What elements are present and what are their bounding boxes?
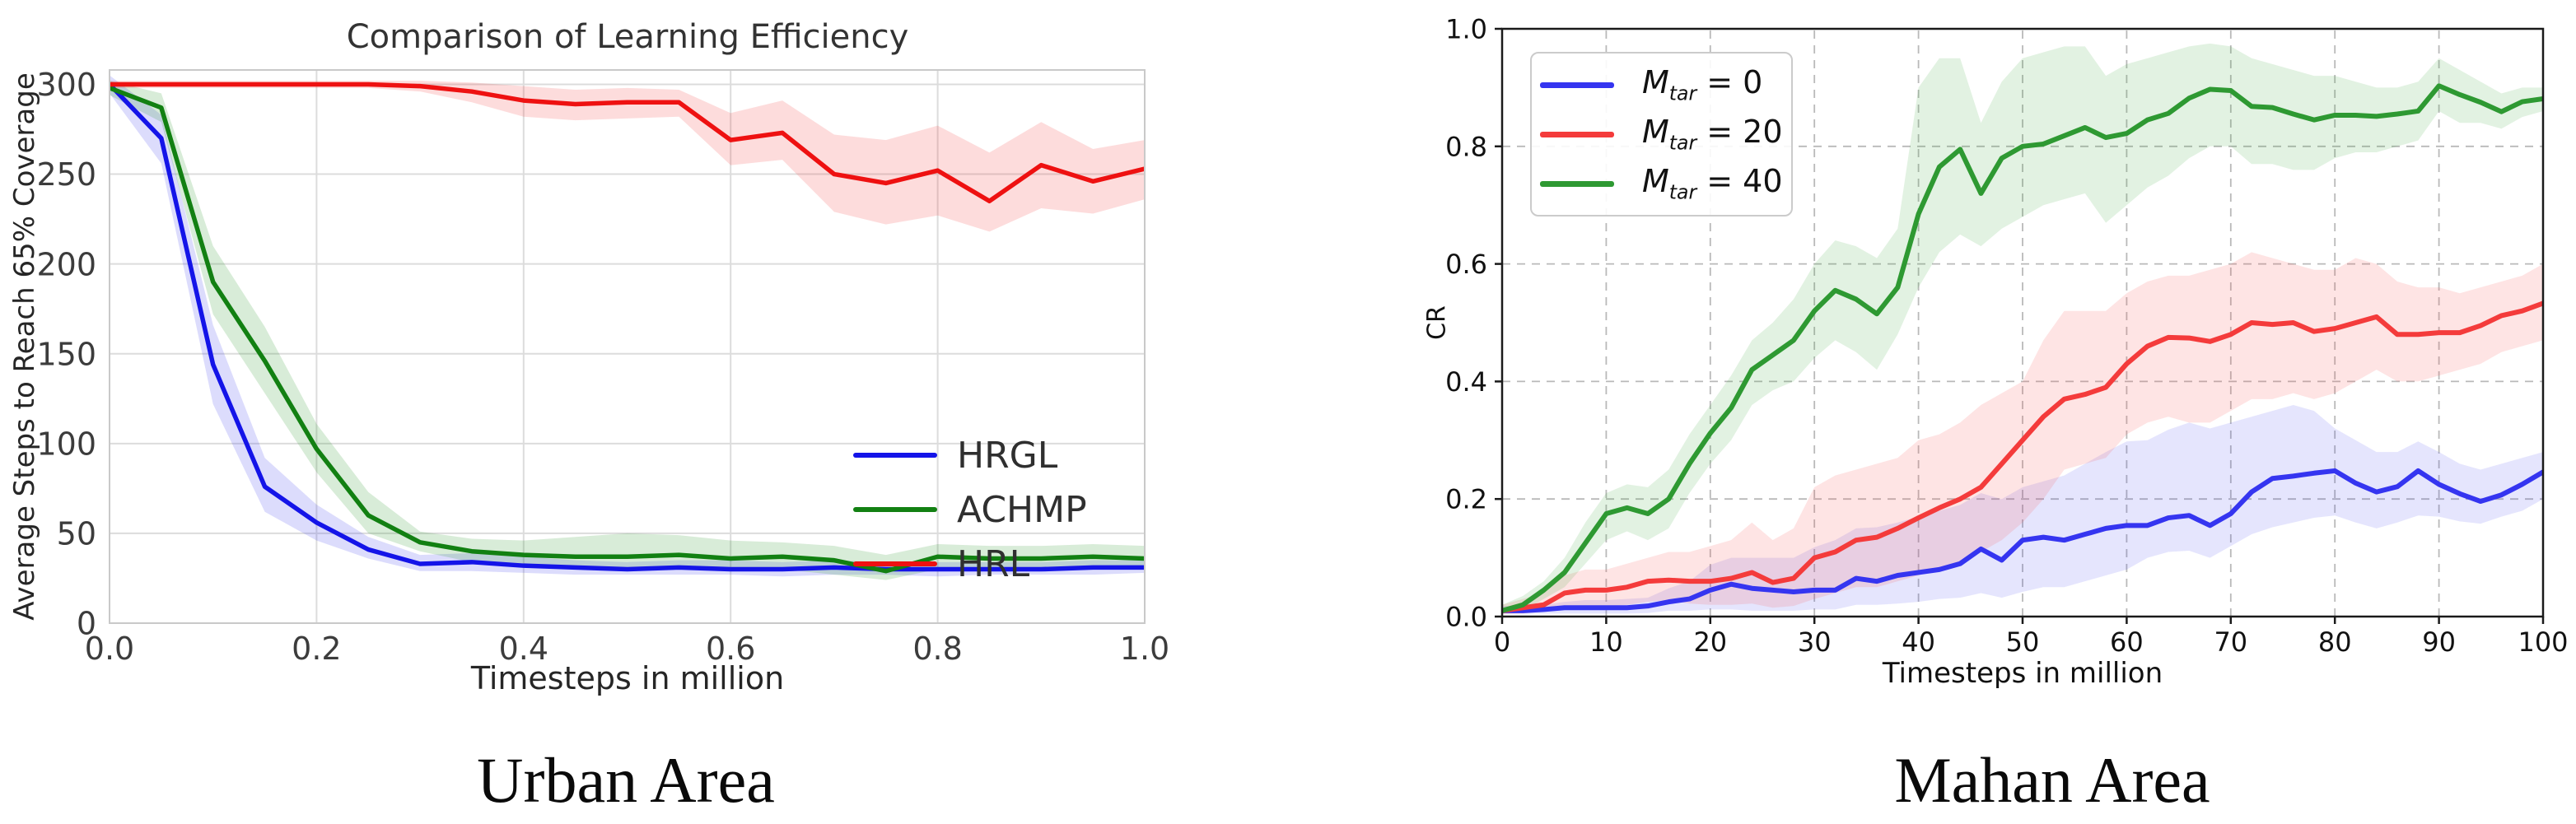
mahan-caption: Mahan Area: [1894, 744, 2210, 816]
x-tick-label: 10: [1589, 626, 1623, 658]
series-group: [1502, 43, 2543, 615]
x-tick-label: 0.0: [85, 631, 134, 667]
legend-label: Mtar = 40: [1642, 163, 1783, 204]
legend-item: Mtar = 0: [1540, 64, 1783, 105]
x-tick-label: 0.8: [912, 631, 962, 667]
legend-item: Mtar = 40: [1540, 163, 1783, 204]
legend-line-swatch: [853, 561, 937, 566]
line-hrgl: [110, 81, 1145, 572]
x-tick-label: 40: [1902, 626, 1935, 658]
legend-line-swatch: [1540, 180, 1614, 187]
y-tick-label: 0.2: [1445, 484, 1487, 515]
mahan-chart-plot: 0 10 20 30 40 50 60 70 80 90 100 0.0 0.2 0.4 0.6 0.8 1.0: [1445, 14, 2568, 658]
x-tick-label: 100: [2518, 626, 2568, 658]
mahan-legend: Mtar = 0 Mtar = 20 Mtar = 40: [1530, 52, 1793, 216]
y-tick-label: 50: [57, 516, 96, 552]
x-tick-label: 20: [1693, 626, 1727, 658]
x-tick-label: 60: [2110, 626, 2144, 658]
line-m-tar-20: [1502, 300, 2543, 613]
y-tick-label: 100: [36, 426, 96, 462]
y-tick-label: 0.4: [1445, 366, 1487, 398]
legend-item: ACHMP: [853, 482, 1087, 537]
y-tick-label: 1.0: [1445, 14, 1487, 45]
y-tick-label: 300: [36, 67, 96, 103]
legend-line-swatch: [853, 453, 937, 458]
legend-line-swatch: [1540, 81, 1614, 88]
x-tick-label: 0: [1494, 626, 1510, 658]
legend-line-swatch: [1540, 131, 1614, 137]
x-tick-label: 50: [2006, 626, 2040, 658]
x-tick-label: 0.6: [706, 631, 755, 667]
legend-label: HRGL: [957, 434, 1058, 477]
x-tick-label: 0.4: [499, 631, 548, 667]
urban-x-axis-label: Timesteps in million: [470, 660, 785, 696]
legend-label: Mtar = 0: [1642, 64, 1763, 105]
x-tick-label: 70: [2214, 626, 2247, 658]
legend-line-swatch: [853, 507, 937, 512]
axes-frame: [109, 69, 1146, 624]
x-tick-label: 30: [1798, 626, 1832, 658]
urban-chart-plot: 0.0 0.2 0.4 0.6 0.8 1.0 0 50 100 150 200 250 300: [36, 67, 1169, 667]
legend-item: Mtar = 20: [1540, 114, 1783, 155]
line-hrl: [110, 81, 1145, 204]
confidence-band-hrl: [110, 81, 1145, 232]
x-tick-label: 80: [2318, 626, 2352, 658]
y-tick-label: 150: [36, 336, 96, 372]
confidence-band-m-tar-40: [1502, 43, 2543, 614]
legend-label: ACHMP: [957, 488, 1087, 531]
line-m-tar-40: [1502, 83, 2543, 613]
confidence-band-m-tar-20: [1502, 252, 2543, 615]
y-tick-label: 0: [77, 606, 96, 642]
line-achmp: [110, 86, 1145, 574]
urban-caption: Urban Area: [477, 744, 775, 816]
y-tick-label: 0.0: [1445, 602, 1487, 633]
mahan-y-axis-label: CR: [1422, 305, 1452, 340]
urban-legend: HRGL ACHMP HRL: [853, 428, 1087, 591]
y-tick-label: 200: [36, 246, 96, 282]
y-tick-label: 250: [36, 156, 96, 193]
y-tick-label: 0.8: [1445, 131, 1487, 162]
series-group: [110, 75, 1145, 580]
x-tick-label: 1.0: [1120, 631, 1169, 667]
chart-title: Comparison of Learning Efficiency: [346, 18, 909, 56]
line-m-tar-0: [1502, 468, 2543, 613]
y-tick-label: 0.6: [1445, 249, 1487, 280]
x-tick-label: 0.2: [292, 631, 341, 667]
legend-label: Mtar = 20: [1642, 114, 1783, 155]
legend-item: HRL: [853, 537, 1087, 591]
confidence-band-m-tar-0: [1502, 404, 2543, 614]
legend-label: HRL: [957, 542, 1030, 585]
x-tick-label: 90: [2422, 626, 2456, 658]
mahan-x-axis-label: Timesteps in million: [1882, 657, 2163, 690]
urban-y-axis-label: Average Steps to Reach 65% Coverage: [8, 72, 41, 621]
legend-item: HRGL: [853, 428, 1087, 482]
